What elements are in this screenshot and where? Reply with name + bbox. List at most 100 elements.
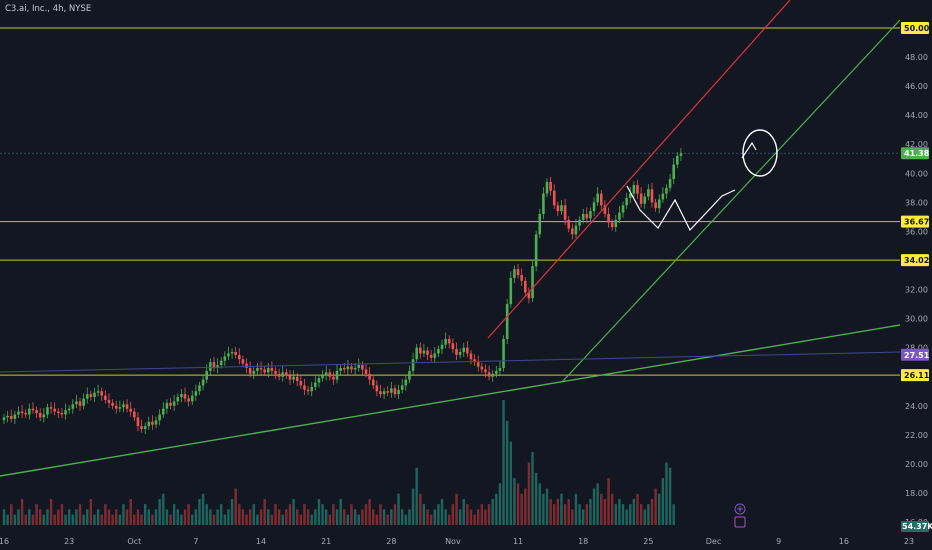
volume-bar [20, 498, 24, 525]
candle-body [426, 350, 429, 355]
candle-body [234, 352, 237, 355]
x-tick-label: 21 [321, 537, 331, 546]
candle-body [527, 292, 531, 299]
candle-body [129, 408, 132, 412]
candle-body [285, 372, 288, 376]
volume-bar [306, 509, 310, 525]
candle-body [390, 388, 393, 393]
candle-body [125, 404, 129, 409]
candle-body [556, 205, 560, 212]
volume-bar [314, 509, 317, 525]
volume-bar [180, 514, 183, 525]
volume-bar [212, 514, 216, 525]
candle-body [238, 354, 241, 360]
candle-body [393, 388, 397, 395]
volume-bar [2, 509, 6, 525]
calendar-icon[interactable] [734, 516, 746, 528]
volume-bar [328, 514, 331, 525]
candle-body [9, 415, 13, 419]
volume-bar [531, 452, 534, 525]
candle-body [46, 407, 49, 415]
candle-body [38, 413, 42, 418]
volume-bar [636, 493, 639, 525]
y-tick-label: 32.00 [905, 286, 928, 295]
volume-bar [201, 493, 205, 525]
volume-bar [111, 514, 114, 525]
candle-body [552, 190, 556, 206]
candle-body [523, 280, 527, 293]
time-axis: 16 23 Oct 7 14 21 28 Nov 11 18 25 Dec 9 16 23 [0, 537, 914, 546]
candle-body [520, 275, 523, 281]
volume-bar [661, 478, 665, 525]
volume-bar [10, 504, 13, 525]
candle-body [335, 370, 339, 380]
volume-bar [448, 514, 451, 525]
volume-bar [502, 400, 505, 525]
candle-body [513, 269, 516, 278]
candle-body [263, 369, 266, 373]
purple-price-tag: 27.51 [904, 351, 930, 360]
candle-body [321, 375, 324, 379]
candle-body [212, 362, 216, 368]
candle-body [42, 414, 46, 418]
volume-bar [462, 498, 465, 525]
candle-body [158, 414, 161, 421]
plus-icon[interactable] [734, 503, 746, 515]
candle-body [400, 385, 404, 390]
candle-body [600, 193, 603, 206]
candle-body [274, 370, 277, 374]
long-trendline [0, 324, 901, 477]
candle-body [187, 398, 190, 402]
candle-body [487, 372, 491, 377]
volume-bar [451, 504, 455, 525]
volume-bar [632, 498, 636, 525]
volume-bar [498, 483, 502, 525]
candle-body [133, 411, 136, 418]
candle-body [93, 392, 96, 398]
candle-body [567, 219, 571, 229]
candle-body [437, 349, 440, 354]
candle-body [248, 367, 252, 374]
volume-bar [227, 509, 230, 525]
candle-body [603, 205, 607, 214]
x-tick-label: 16 [839, 537, 849, 546]
volume-bar [230, 498, 234, 525]
volume-bar [82, 514, 85, 525]
candle-body [107, 399, 111, 403]
y-tick-label: 20.00 [905, 460, 928, 469]
candle-body [386, 391, 390, 393]
candle-body [379, 391, 382, 395]
volume-bar [39, 509, 42, 525]
volume-bar [390, 509, 393, 525]
candle-body [495, 370, 498, 374]
candle-body [447, 338, 451, 344]
volume-bar [267, 509, 270, 525]
volume-bar [419, 493, 422, 525]
candle-body [209, 362, 212, 371]
volume-bar [35, 504, 38, 525]
candle-body [361, 365, 364, 370]
volume-bar [574, 493, 578, 525]
volume-bar [147, 509, 150, 525]
candle-body [295, 376, 299, 382]
volume-bar [513, 478, 516, 525]
volume-tag: 54.37K [902, 522, 932, 531]
volume-bar [516, 483, 520, 525]
x-tick-label: 11 [513, 537, 523, 546]
candle-body [371, 379, 375, 386]
volume-bar [397, 493, 400, 525]
candle-body [458, 352, 462, 355]
volume-bar [379, 504, 382, 525]
last-price-tag: 41.38 [904, 149, 930, 158]
candle-body [183, 394, 187, 399]
candle-body [625, 197, 628, 206]
candle-body [473, 359, 476, 363]
volume-bar [563, 504, 567, 525]
volume-bar [571, 509, 574, 525]
candle-body [563, 205, 567, 220]
volume-bar [241, 509, 245, 525]
candle-body [223, 356, 227, 361]
purple-price-tag-bg [901, 348, 929, 361]
volume-bar [100, 514, 103, 525]
